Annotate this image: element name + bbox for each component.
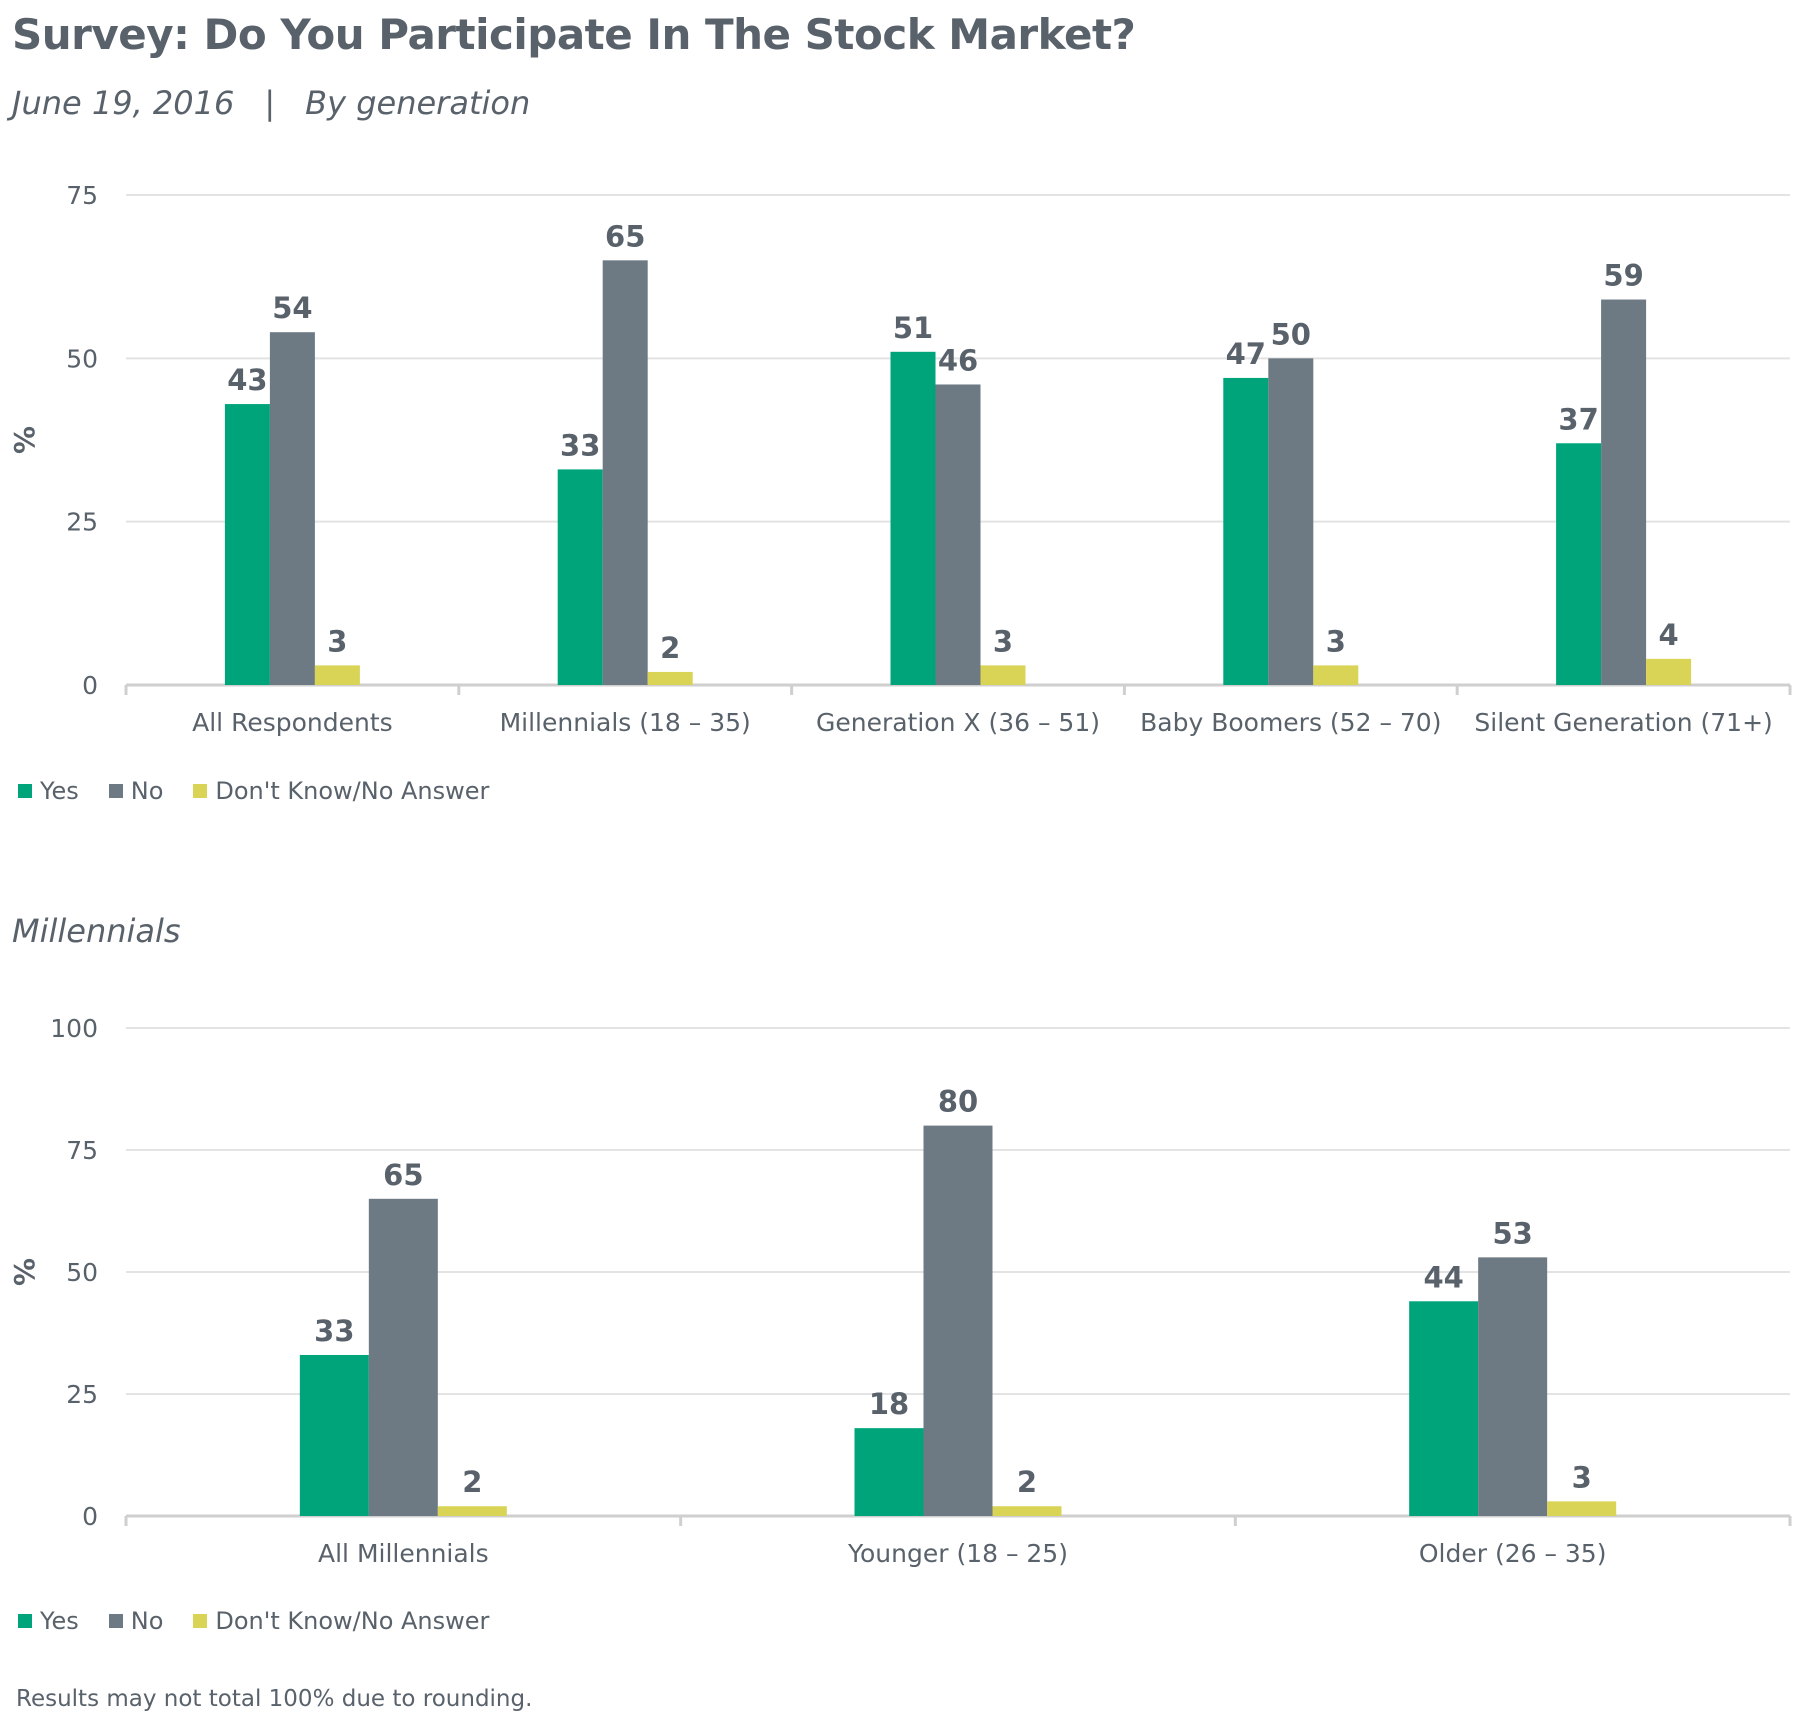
y-axis-label: % [8, 1258, 41, 1286]
y-tick-label: 50 [66, 1258, 98, 1287]
bar-dk [1313, 665, 1359, 685]
data-label: 2 [1017, 1465, 1037, 1499]
data-label: 3 [1572, 1460, 1592, 1494]
bar-no [602, 260, 648, 685]
y-axis-label: % [8, 426, 41, 454]
bar-yes [890, 351, 936, 685]
bar-no [923, 1125, 993, 1516]
subtitle-group: By generation [305, 84, 531, 122]
legend-swatch [193, 1614, 208, 1628]
x-tick-label: Baby Boomers (52 – 70) [1140, 708, 1441, 737]
data-label: 3 [327, 624, 347, 658]
bar-dk [980, 665, 1026, 685]
bar-no [269, 332, 315, 685]
data-label: 37 [1558, 402, 1598, 436]
bar-yes [299, 1354, 369, 1516]
bar-yes [854, 1428, 924, 1516]
legend-label: No [130, 777, 164, 805]
data-label: 44 [1423, 1260, 1463, 1294]
footnote: Results may not total 100% due to roundi… [16, 1686, 533, 1712]
legend-chart-2: Yes No Don't Know/No Answer [18, 1607, 489, 1635]
legend-swatch [108, 1614, 123, 1628]
legend-swatch [193, 784, 208, 798]
data-label: 51 [893, 311, 933, 345]
data-label: 50 [1271, 317, 1311, 351]
data-label: 65 [605, 219, 645, 253]
y-tick-label: 100 [50, 1014, 98, 1043]
data-label: 33 [314, 1314, 354, 1348]
x-tick-label: All Millennials [318, 1539, 489, 1568]
legend-item-yes: Yes [18, 777, 79, 805]
subtitle-date: June 19, 2016 [12, 84, 235, 122]
subtitle: June 19, 2016 | By generation [12, 84, 530, 122]
page-title: Survey: Do You Participate In The Stock … [12, 10, 1136, 59]
x-tick-label: Younger (18 – 25) [847, 1539, 1068, 1568]
y-tick-label: 25 [66, 1380, 98, 1409]
bar-no [1601, 299, 1647, 685]
bar-yes [224, 404, 270, 685]
data-label: 2 [462, 1465, 482, 1499]
data-label: 54 [272, 291, 312, 325]
bar-dk [647, 671, 693, 685]
data-label: 59 [1603, 259, 1643, 293]
y-tick-label: 75 [66, 1136, 98, 1165]
x-tick-label: All Respondents [192, 708, 393, 737]
bar-yes [557, 469, 603, 685]
legend-item-no: No [108, 1607, 164, 1635]
section-title-millennials: Millennials [12, 912, 181, 950]
legend-item-dk: Don't Know/No Answer [193, 777, 489, 805]
y-tick-label: 0 [82, 1502, 98, 1531]
y-tick-label: 50 [66, 344, 98, 373]
data-label: 33 [560, 428, 600, 462]
data-label: 4 [1659, 618, 1679, 652]
legend-swatch [108, 784, 123, 798]
legend-label: Don't Know/No Answer [215, 777, 490, 805]
bar-no [368, 1198, 438, 1516]
data-label: 18 [869, 1387, 909, 1421]
data-label: 43 [227, 363, 267, 397]
legend-item-dk: Don't Know/No Answer [193, 1607, 489, 1635]
data-label: 3 [1326, 624, 1346, 658]
bar-yes [1409, 1301, 1479, 1516]
legend-swatch [18, 784, 32, 798]
legend-swatch [18, 1614, 32, 1628]
legend-item-yes: Yes [18, 1607, 79, 1635]
bar-no [1268, 358, 1314, 685]
subtitle-separator: | [264, 84, 276, 122]
legend-label: Don't Know/No Answer [215, 1607, 490, 1635]
y-tick-label: 75 [66, 181, 98, 210]
data-label: 80 [938, 1085, 978, 1119]
x-tick-label: Older (26 – 35) [1419, 1539, 1607, 1568]
bar-dk [992, 1506, 1062, 1516]
bar-yes [1556, 443, 1602, 685]
y-tick-label: 25 [66, 508, 98, 537]
legend-item-no: No [108, 777, 164, 805]
bar-dk [314, 665, 360, 685]
bar-dk [437, 1506, 507, 1516]
bar-dk [1547, 1501, 1617, 1516]
data-label: 3 [993, 624, 1013, 658]
y-tick-label: 0 [82, 671, 98, 700]
data-label: 46 [938, 343, 978, 377]
data-label: 2 [660, 631, 680, 665]
data-label: 53 [1492, 1216, 1532, 1250]
bar-yes [1223, 377, 1269, 685]
data-label: 47 [1226, 337, 1266, 371]
legend-label: Yes [40, 1607, 79, 1635]
bar-no [1478, 1257, 1548, 1516]
x-tick-label: Silent Generation (71+) [1474, 708, 1772, 737]
bar-no [935, 384, 981, 685]
millennials-bar-chart: 0 25 50 75 100% 33 65 2 All Millennials 18 80 2 Youn… [8, 1014, 1792, 1568]
data-label: 65 [383, 1158, 423, 1192]
legend-label: No [130, 1607, 164, 1635]
legend-label: Yes [40, 777, 79, 805]
x-tick-label: Millennials (18 – 35) [500, 708, 751, 737]
x-tick-label: Generation X (36 – 51) [816, 708, 1100, 737]
bar-dk [1646, 658, 1692, 685]
legend-chart-1: Yes No Don't Know/No Answer [18, 777, 489, 805]
